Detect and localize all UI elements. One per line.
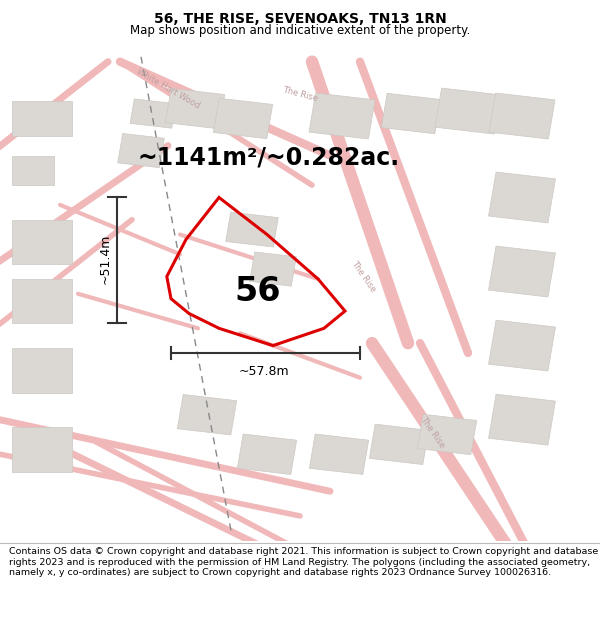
Bar: [488, 246, 556, 297]
Bar: [12, 156, 54, 185]
Bar: [382, 93, 440, 134]
Bar: [488, 394, 556, 445]
Bar: [488, 172, 556, 223]
Bar: [309, 93, 375, 139]
Text: 56, THE RISE, SEVENOAKS, TN13 1RN: 56, THE RISE, SEVENOAKS, TN13 1RN: [154, 12, 446, 26]
Text: ~1141m²/~0.282ac.: ~1141m²/~0.282ac.: [138, 146, 400, 170]
Bar: [12, 279, 72, 323]
Bar: [435, 88, 501, 134]
Text: The Rise: The Rise: [418, 414, 446, 449]
Text: 56: 56: [235, 275, 281, 308]
Bar: [12, 219, 72, 264]
Bar: [226, 212, 278, 247]
Bar: [238, 434, 296, 474]
Bar: [250, 252, 296, 286]
Bar: [489, 93, 555, 139]
Bar: [310, 434, 368, 474]
Bar: [488, 320, 556, 371]
Bar: [166, 88, 224, 129]
Bar: [130, 99, 176, 128]
Bar: [118, 134, 164, 168]
Bar: [12, 101, 72, 136]
Bar: [370, 424, 428, 464]
Bar: [178, 394, 236, 435]
Bar: [214, 98, 272, 139]
Text: White Hart Wood: White Hart Wood: [135, 67, 201, 111]
Text: ~57.8m: ~57.8m: [239, 366, 289, 378]
Bar: [12, 348, 72, 392]
Text: Contains OS data © Crown copyright and database right 2021. This information is : Contains OS data © Crown copyright and d…: [9, 548, 598, 577]
Bar: [12, 427, 72, 471]
Bar: [418, 414, 476, 454]
Text: The Rise: The Rise: [349, 259, 377, 294]
Text: Map shows position and indicative extent of the property.: Map shows position and indicative extent…: [130, 24, 470, 36]
Text: The Rise: The Rise: [281, 85, 319, 102]
Text: ~51.4m: ~51.4m: [98, 234, 112, 284]
